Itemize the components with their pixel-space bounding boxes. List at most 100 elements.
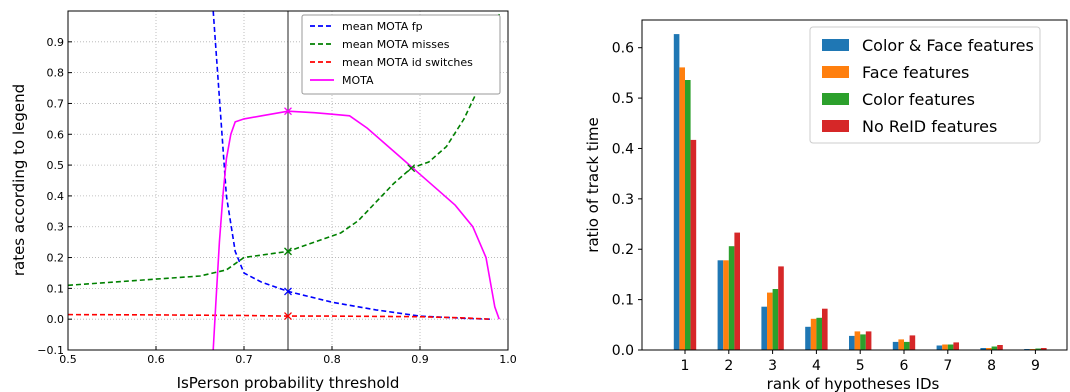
- legend-label: mean MOTA fp: [342, 20, 423, 33]
- x-tick-label: 1: [681, 358, 690, 374]
- bars: [673, 34, 1047, 351]
- bar: [767, 292, 773, 350]
- x-tick-label: 2: [724, 358, 733, 374]
- x-tick-label: 0.5: [59, 353, 77, 366]
- x-axis-label: IsPerson probability threshold: [177, 374, 400, 392]
- series-line: [212, 11, 491, 320]
- bar: [947, 344, 954, 350]
- bar: [810, 318, 817, 350]
- bar: [778, 266, 784, 350]
- x-axis-ticks: 0.5 0.6 0.7 0.8 0.9 1.0: [59, 346, 517, 366]
- y-tick-label: 0.8: [47, 67, 65, 80]
- bar: [673, 34, 680, 350]
- y-tick-label: 0.6: [47, 128, 65, 141]
- bar: [997, 345, 1003, 350]
- plot-frame: [67, 10, 509, 351]
- y-tick-label: 0.1: [47, 282, 65, 295]
- y-tick-label: 0.0: [47, 313, 65, 326]
- y-tick-label: 0.5: [612, 91, 634, 107]
- y-axis-label: ratio of track time: [584, 117, 602, 252]
- x-tick-label: 4: [812, 358, 821, 374]
- bar: [685, 80, 691, 350]
- bar: [860, 334, 866, 350]
- x-marker-stroke: [284, 312, 292, 321]
- x-tick-label: 0.9: [411, 353, 429, 366]
- bar: [723, 260, 729, 350]
- legend: Color & Face features Face features Color …: [809, 26, 1041, 144]
- bar: [904, 341, 910, 350]
- x-marker: [284, 312, 292, 321]
- bar: [728, 246, 735, 350]
- y-axis-label: rates according to legend: [10, 84, 28, 276]
- legend-label: mean MOTA misses: [342, 38, 450, 51]
- x-tick-label: 7: [943, 358, 952, 374]
- y-tick-label: 0.6: [612, 41, 634, 57]
- x-marker: [284, 107, 292, 116]
- series-line: [212, 110, 500, 350]
- bar: [717, 260, 724, 350]
- y-tick-label: 0.4: [47, 190, 65, 203]
- legend-box: [809, 26, 1041, 144]
- y-tick-label: 0.2: [612, 242, 634, 258]
- bar: [734, 232, 740, 350]
- bar: [892, 341, 899, 350]
- legend-swatch: [822, 66, 849, 78]
- bar: [986, 348, 992, 350]
- legend-swatch: [822, 93, 849, 105]
- x-marker-stroke: [407, 164, 416, 173]
- bar: [865, 331, 872, 350]
- rank-bar-chart: 1 2 3 4 5 6 7 8 9 0.0 0.1 0.2 0.3 0.4 0.5 0.6 rank of …: [584, 19, 1068, 392]
- bar: [980, 348, 986, 350]
- bar: [679, 67, 685, 351]
- legend-label: No ReID features: [862, 117, 997, 136]
- legend-box: [301, 14, 501, 95]
- bar: [1041, 348, 1047, 350]
- bar: [909, 335, 916, 350]
- legend-label: Color features: [862, 90, 975, 109]
- x-tick-label: 1.0: [499, 353, 517, 366]
- y-tick-label: 0.1: [612, 293, 634, 309]
- x-marker: [407, 164, 416, 173]
- bar: [772, 289, 779, 350]
- legend-entries: mean MOTA fp mean MOTA misses mean MOTA id…: [310, 20, 473, 87]
- x-tick-label: 9: [1031, 358, 1040, 374]
- x-tick-label: 0.6: [147, 353, 165, 366]
- x-tick-label: 0.8: [323, 353, 341, 366]
- y-tick-label: 0.5: [47, 159, 65, 172]
- y-axis-ticks: 0.0 0.1 0.2 0.3 0.4 0.5 0.6: [612, 41, 642, 359]
- x-tick-label: 6: [900, 358, 909, 374]
- y-tick-label: 0.9: [47, 36, 65, 49]
- legend-label: MOTA: [342, 74, 374, 87]
- y-tick-label: 0.2: [47, 252, 65, 265]
- y-tick-label: 0.3: [47, 221, 65, 234]
- legend-entries: Color & Face features Face features Color …: [822, 36, 1034, 136]
- bar: [936, 345, 943, 350]
- series-line: [68, 13, 500, 287]
- bar: [805, 326, 811, 350]
- threshold-line-chart: 0.5 0.6 0.7 0.8 0.9 1.0 −0.1 0.0 0.1 0.2 0.3 0.4 0.…: [10, 10, 517, 392]
- x-tick-label: 5: [856, 358, 865, 374]
- x-axis-label: rank of hypotheses IDs: [767, 375, 940, 392]
- bar: [854, 331, 861, 350]
- y-tick-label: −0.1: [37, 344, 64, 357]
- bar: [690, 139, 697, 350]
- legend-swatch: [822, 39, 849, 51]
- legend-swatch: [822, 120, 849, 132]
- legend-label: Color & Face features: [862, 36, 1034, 55]
- x-axis-ticks: 1 2 3 4 5 6 7 8 9: [681, 350, 1040, 374]
- plot-frame: [641, 19, 1068, 351]
- x-marker: [284, 247, 292, 256]
- bar: [991, 346, 998, 350]
- x-tick-label: 3: [768, 358, 777, 374]
- bar: [953, 342, 959, 350]
- x-marker-stroke: [284, 287, 292, 296]
- legend-label: mean MOTA id switches: [342, 56, 473, 69]
- bar: [898, 339, 904, 350]
- y-axis-ticks: −0.1 0.0 0.1 0.2 0.3 0.4 0.5 0.6 0.7 0.8 0.9: [37, 36, 72, 357]
- bar: [761, 306, 767, 350]
- bar: [1035, 348, 1041, 350]
- bar: [849, 335, 855, 350]
- bar: [942, 344, 948, 350]
- x-tick-label: 8: [987, 358, 996, 374]
